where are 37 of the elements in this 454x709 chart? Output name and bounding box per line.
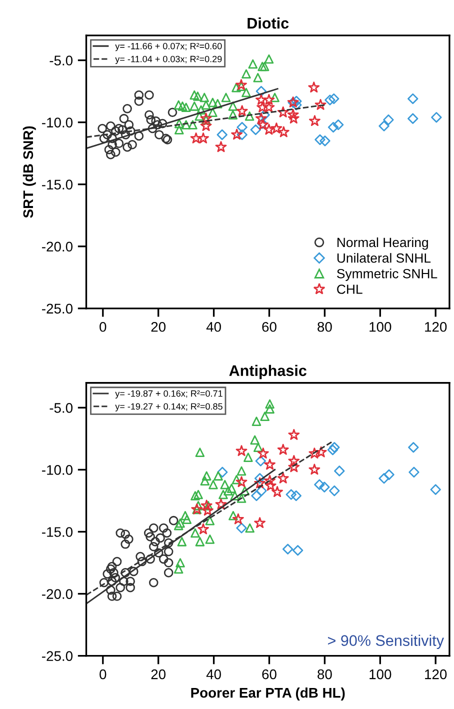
x-tick-label: 20 (151, 322, 166, 332)
y-tick-label: -15.0 (42, 527, 73, 537)
y-tick-label: -25.0 (42, 304, 73, 314)
y-tick-label: -10.0 (42, 118, 73, 128)
y-tick-label: -15.0 (42, 180, 73, 190)
legend-label: Symmetric SNHL (337, 268, 438, 281)
legend-label: y= -11.04 + 0.03x; R²=0.29 (115, 56, 222, 64)
x-axis-title: Poorer Ear PTA (dB HL) (191, 688, 345, 700)
y-tick-label: -20.0 (42, 589, 73, 599)
x-tick-label: 120 (425, 669, 447, 680)
y-tick-label: -10.0 (42, 465, 73, 475)
legend-label: CHL (337, 284, 362, 294)
chart-title: Antiphasic (229, 364, 306, 380)
x-tick-label: 60 (262, 669, 276, 680)
x-tick-label: 60 (262, 322, 276, 332)
y-tick-label: -5.0 (50, 403, 73, 413)
y-axis-title: SRT (dB SNR) (22, 126, 36, 218)
legend-label: y= -19.27 + 0.14x; R²=0.85 (115, 403, 222, 412)
x-tick-label: 120 (425, 322, 447, 332)
x-tick-label: 100 (370, 322, 392, 332)
x-tick-label: 0 (100, 322, 106, 332)
x-tick-label: 80 (318, 669, 332, 680)
x-tick-label: 40 (206, 669, 221, 680)
legend-label: Unilateral SNHL (337, 253, 431, 263)
y-tick-label: -20.0 (42, 242, 73, 252)
chart-title: Diotic (248, 17, 289, 29)
y-tick-label: -5.0 (50, 56, 73, 66)
x-tick-label: 100 (370, 669, 392, 680)
x-tick-label: 0 (100, 669, 106, 680)
y-tick-label: -25.0 (42, 651, 73, 661)
annotation: > 90% Sensitivity (328, 634, 444, 649)
x-tick-label: 20 (151, 669, 166, 680)
x-tick-label: 40 (206, 322, 221, 332)
x-tick-label: 80 (318, 322, 332, 332)
legend-label: y= -19.87 + 0.16x; R²=0.71 (115, 390, 222, 398)
legend-label: y= -11.66 + 0.07x; R²=0.60 (115, 42, 222, 52)
legend-label: Normal Hearing (338, 237, 428, 250)
